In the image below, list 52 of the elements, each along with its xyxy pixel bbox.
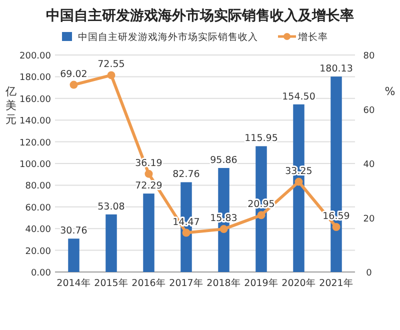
y-tick-label: 60.00 [25,203,52,214]
y-axis-title: 亿美元 [4,85,16,126]
point [294,178,303,186]
y-tick-label: 160.00 [20,94,52,105]
y2-tick-label: 0 [366,268,372,278]
data-label: 72.55 [98,59,125,70]
data-label: 16.59 [322,211,350,222]
y2-axis-title: % [384,85,396,98]
y2-tick-label: 80 [363,52,375,62]
y-tick-label: 0.00 [30,268,52,278]
legend-label: 中国自主研发游戏海外市场实际销售收入 [78,31,258,43]
bar [143,194,154,272]
data-label: 82.76 [172,169,200,180]
y2-tick-label: 20 [363,214,375,224]
x-tick-label: 2018年 [206,277,241,289]
y-tick-label: 140.00 [20,116,52,127]
data-label: 53.08 [98,201,125,212]
data-label: 95.86 [210,154,238,166]
y-tick-label: 80.00 [25,182,52,192]
x-tick-label: 2017年 [169,277,204,289]
point [182,228,190,237]
point [144,170,153,178]
data-label: 180.13 [320,64,353,75]
point [107,71,116,80]
point [332,223,340,231]
data-label: 14.47 [172,216,200,228]
y-tick-label: 120.00 [20,138,52,148]
x-tick-label: 2019年 [244,277,278,289]
chart-title: 中国自主研发游戏海外市场实际销售收入及增长率 [46,7,354,24]
y2-tick-label: 40 [363,160,375,170]
y2-tick-label: 60 [363,106,375,116]
point [257,211,266,220]
data-label: 115.95 [244,133,278,144]
data-label: 69.02 [60,68,88,80]
y-tick-label: 100.00 [20,160,52,170]
y-tick-label: 200.00 [20,52,52,62]
x-tick-label: 2020年 [282,277,316,289]
x-tick-label: 2016年 [132,277,166,289]
x-tick-label: 2014年 [56,277,91,289]
data-label: 20.95 [248,199,275,210]
y-tick-label: 20.00 [25,246,52,257]
point [70,80,78,89]
bar [106,214,117,272]
x-tick-label: 2015年 [94,277,128,289]
point [220,225,228,234]
y-tick-label: 40.00 [25,225,52,236]
bar [68,238,80,272]
legend-label: 增长率 [297,31,328,43]
data-label: 30.76 [60,226,88,237]
x-tick-label: 2021年 [319,277,354,289]
y-tick-label: 180.00 [20,73,52,84]
data-label: 154.50 [282,91,316,102]
